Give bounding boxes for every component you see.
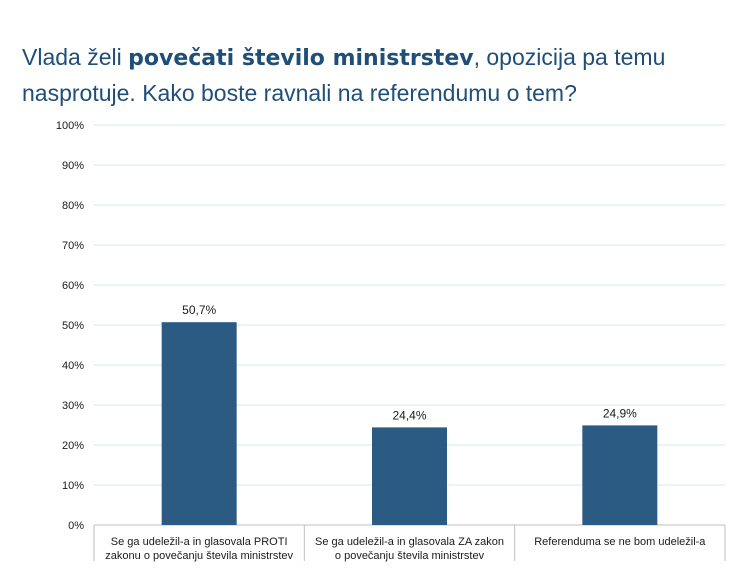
y-tick-label: 30% xyxy=(62,400,84,412)
y-tick-label: 100% xyxy=(56,120,84,132)
x-category-label: Se ga udeležil-a in glasovala PROTI zakon… xyxy=(105,536,293,562)
y-tick-label: 20% xyxy=(62,440,84,452)
x-category-label: Referenduma se ne bom udeležil-a xyxy=(534,536,706,548)
data-label: 50,7% xyxy=(182,303,216,317)
chart-title-bold: povečati število ministrstev xyxy=(128,46,474,71)
x-category-label-line: Se ga udeležil-a in glasovala ZA zakon xyxy=(315,536,504,548)
bar xyxy=(161,322,237,525)
y-tick-label: 70% xyxy=(62,240,84,252)
x-category-label-line: zakonu o povečanju števila ministrstev xyxy=(105,550,293,562)
x-category-label-line: o povečanju števila ministrstev xyxy=(335,550,485,562)
x-category-label: Se ga udeležil-a in glasovala ZA zakon o … xyxy=(315,536,504,562)
x-category-label-line: Se ga udeležil-a in glasovala PROTI xyxy=(111,536,288,548)
y-tick-label: 50% xyxy=(62,320,84,332)
chart-title: Vlada želi povečati število ministrstev,… xyxy=(22,40,722,110)
y-tick-label: 60% xyxy=(62,280,84,292)
y-tick-label: 80% xyxy=(62,200,84,212)
y-tick-label: 0% xyxy=(68,520,84,532)
chart-title-part1: Vlada želi xyxy=(22,44,129,70)
bar xyxy=(582,425,658,525)
bar xyxy=(372,427,447,525)
data-label: 24,9% xyxy=(603,406,637,420)
data-label: 24,4% xyxy=(392,408,426,422)
y-tick-label: 40% xyxy=(62,360,84,372)
y-tick-label: 90% xyxy=(62,160,84,172)
y-tick-label: 10% xyxy=(62,480,84,492)
x-category-label-line: Referenduma se ne bom udeležil-a xyxy=(534,536,706,548)
chart-title-part2: , opozicija pa temu nasprotuje. Kako bos… xyxy=(22,44,666,106)
